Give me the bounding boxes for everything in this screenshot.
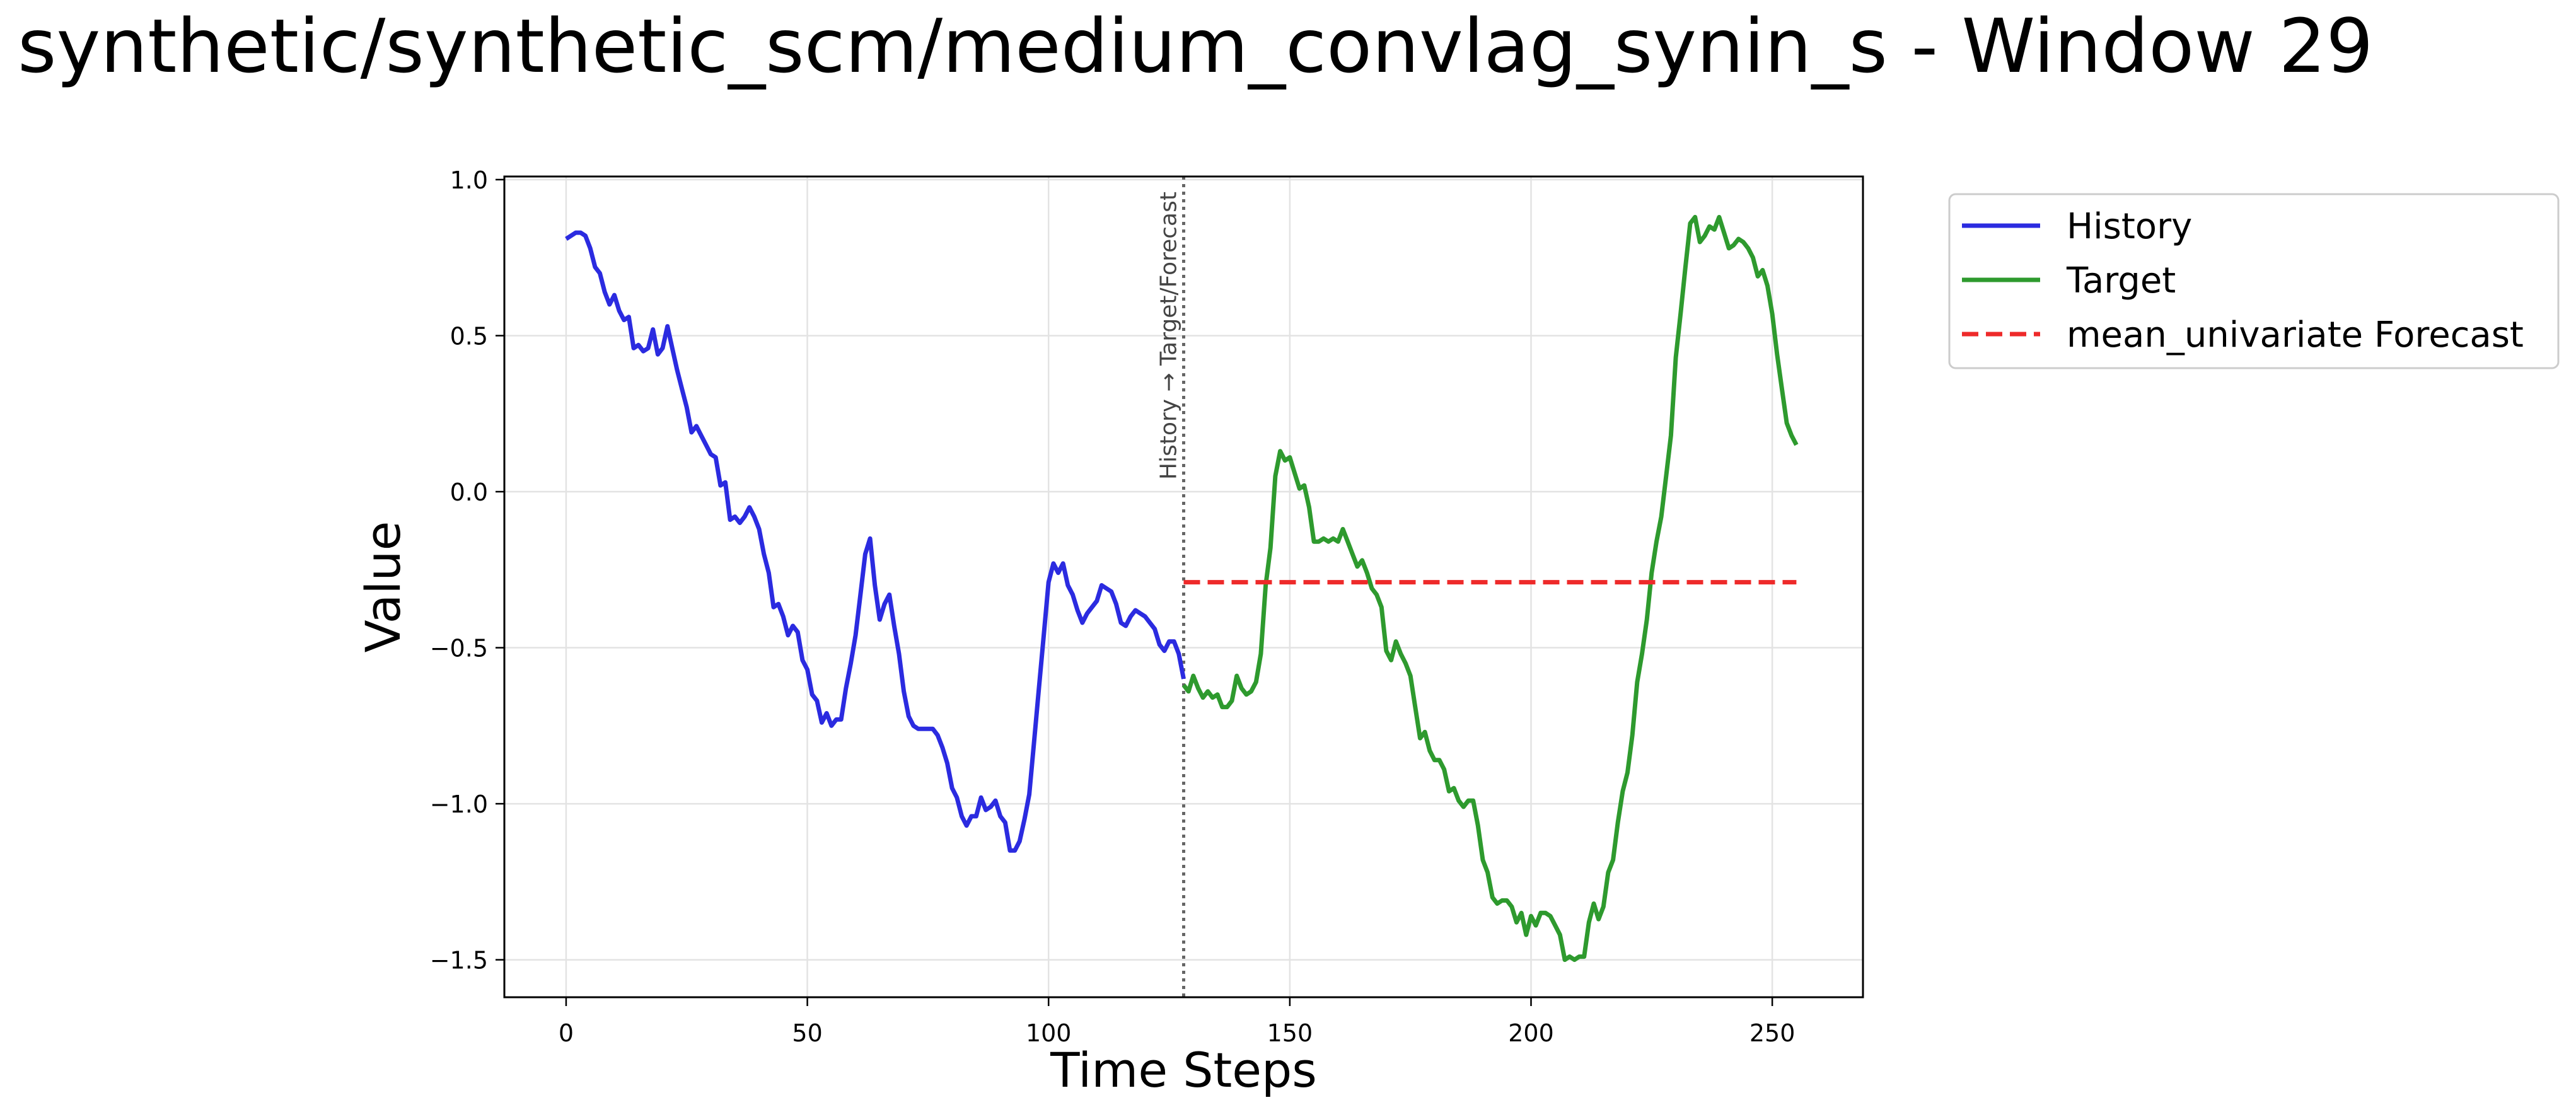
axis-ticks: 0 50 100 150 200 250 −1.5 −1.0 −0.5 0.0 0.5 1.0 [430,166,1796,1047]
x-tick-label: 0 [559,1019,574,1047]
divider-label: History → Target/Forecast [1156,192,1182,480]
legend-box [1948,193,2560,369]
y-tick-label: −1.0 [430,790,488,818]
y-tick-label: 0.0 [450,478,488,506]
x-tick-label: 150 [1267,1019,1313,1047]
divider: History → Target/Forecast [1156,177,1185,997]
y-tick-label: −0.5 [430,635,488,663]
legend-label: Target [2066,260,2176,301]
legend: History Target mean_univariate Forecast [1948,193,2560,369]
legend-label: mean_univariate Forecast [2067,315,2524,356]
y-axis-label: Value [355,521,411,653]
x-tick-label: 250 [1749,1019,1796,1047]
x-tick-label: 200 [1508,1019,1554,1047]
x-tick-label: 50 [792,1019,822,1047]
figure-title: synthetic/synthetic_scm/medium_convlag_s… [18,3,2374,90]
series-line-0 [565,230,1186,853]
legend-label: History [2067,206,2192,247]
series-line-1 [1181,214,1799,963]
y-tick-label: −1.5 [430,947,488,975]
y-tick-label: 0.5 [450,322,488,350]
series-group [565,214,1799,963]
x-tick-label: 100 [1026,1019,1072,1047]
x-axis-label: Time Steps [1050,1042,1317,1098]
y-tick-label: 1.0 [450,166,488,194]
plot-frame [503,175,1864,998]
